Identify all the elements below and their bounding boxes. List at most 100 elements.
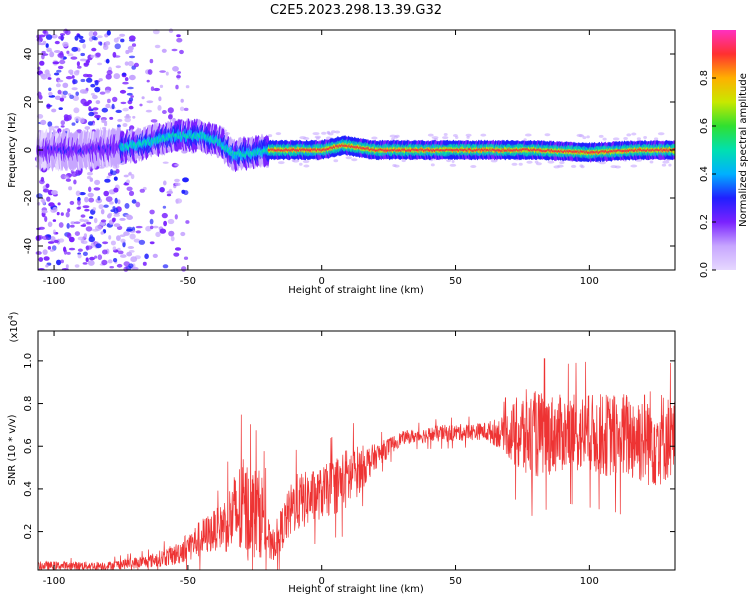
- spectrogram-cell: [63, 246, 67, 253]
- spectrogram-cell: [127, 60, 134, 67]
- spectrogram-cell: [114, 43, 121, 50]
- spectrogram-cell: [41, 50, 46, 54]
- spectrogram-cell: [94, 80, 99, 86]
- spectrogram-cell: [144, 253, 149, 260]
- spectrogram-cell: [83, 233, 87, 238]
- spectrogram-cell: [90, 83, 96, 88]
- spectrogram-cell: [108, 235, 112, 240]
- spectrogram-cell: [149, 209, 155, 215]
- spectrogram-cell: [127, 45, 134, 51]
- spectrogram-cell: [90, 92, 95, 96]
- spectrogram-cell: [80, 78, 86, 83]
- spectrogram-cell: [132, 115, 136, 119]
- spectrogram-cell: [104, 89, 111, 94]
- spectrogram-cell: [113, 176, 118, 181]
- spectrogram-cell: [41, 210, 48, 214]
- spectrogram-cell: [89, 216, 94, 219]
- spectrogram-cell: [299, 162, 303, 166]
- spectrogram-cell: [68, 69, 74, 74]
- spectrogram-cell: [586, 135, 590, 139]
- snr-y-tick-label: 0.8: [23, 396, 34, 412]
- spectrogram-cell: [50, 249, 54, 252]
- spectrogram-cell: [58, 222, 64, 228]
- spectrogram-cell: [80, 52, 85, 57]
- spectrogram-cell: [117, 118, 123, 122]
- spectrogram-cell: [275, 132, 282, 136]
- spectrogram-cell: [86, 221, 92, 225]
- spectrogram-cell: [116, 263, 123, 268]
- spectrogram-cell: [45, 183, 50, 189]
- spectrogram-cell: [182, 177, 189, 183]
- spectrogram-cell: [128, 97, 134, 102]
- spectrogram-cell: [110, 240, 116, 246]
- snr-y-tick-label: 0.6: [23, 438, 34, 454]
- spectrogram-cell: [149, 58, 154, 64]
- spectrogram-cell: [88, 31, 95, 37]
- spectrogram-cell: [74, 116, 81, 122]
- spectrogram-cell: [146, 79, 150, 83]
- spectrogram-cell: [668, 163, 672, 167]
- spectrogram-cell: [117, 247, 121, 251]
- spectrogram-cell: [183, 190, 189, 196]
- spectrogram-cell: [159, 228, 167, 234]
- spectrogram-cell: [176, 37, 183, 43]
- spectrogram-cell: [183, 107, 189, 111]
- spectrogram-cell: [124, 115, 132, 119]
- spectrogram-cell: [97, 196, 101, 201]
- spectrogram-cell: [101, 119, 106, 123]
- spectrogram-cell: [158, 96, 162, 102]
- spectrogram-cell: [87, 260, 95, 266]
- spectrogram-cell: [162, 205, 167, 209]
- spectrogram-cell: [117, 250, 124, 255]
- spectrogram-cell: [41, 53, 45, 60]
- spectrogram-cell: [179, 49, 184, 55]
- spectrogram-marks: [34, 28, 676, 273]
- spectrogram-cell: [106, 175, 111, 179]
- snr-scale-label: (x104): [7, 311, 20, 342]
- spectrogram-cell: [177, 71, 182, 74]
- spectrogram-cell: [334, 130, 341, 134]
- spectrogram-cell: [312, 132, 320, 136]
- colorbar-tick-label: 0.6: [699, 118, 710, 134]
- snr-background: [38, 331, 675, 570]
- spectrogram-cell: [166, 193, 172, 197]
- spectrogram-cell: [73, 179, 77, 185]
- spectrogram-cell: [149, 241, 155, 245]
- spectrogram-cell: [80, 238, 85, 244]
- spectrogram-cell: [95, 198, 103, 204]
- spectrogram-cell: [74, 221, 81, 224]
- spectrogram-cell: [69, 200, 75, 205]
- spectrogram-cell: [430, 163, 435, 167]
- spectrogram-cell: [97, 62, 103, 66]
- snr-series-line: [37, 358, 676, 571]
- spectrogram-cell: [124, 77, 129, 82]
- spectrogram-cell: [88, 236, 96, 243]
- spectrogram-cell: [649, 160, 654, 164]
- spectrogram-cell: [65, 178, 71, 182]
- spectrogram-cell: [131, 266, 139, 270]
- spectrogram-y-tick-label: -40: [23, 238, 34, 254]
- spectrogram-cell: [84, 101, 90, 106]
- snr-y-tick-label: 0.2: [23, 524, 34, 540]
- spectrogram-cell: [109, 116, 114, 120]
- spectrogram-cell: [107, 259, 113, 264]
- spectrogram-cell: [71, 46, 78, 52]
- spectrogram-cell: [74, 231, 80, 237]
- spectrogram-cell: [71, 87, 78, 91]
- spectrogram-cell: [82, 205, 90, 209]
- spectrogram-cell: [427, 133, 434, 137]
- spectrogram-cell: [47, 77, 52, 80]
- snr-x-tick-label: -50: [180, 576, 196, 587]
- colorbar: 0.0 0.2 0.4 0.6 0.8 Normalized spectral ampl…: [699, 30, 749, 278]
- spectrogram-cell: [60, 120, 65, 126]
- spectrogram-cell: [174, 247, 182, 251]
- spectrogram-cell: [40, 119, 47, 126]
- spectrogram-cell: [76, 206, 81, 210]
- snr-x-tick-label: 100: [580, 576, 599, 587]
- spectrogram-cell: [127, 246, 135, 249]
- spectrogram-x-tick-label: 0: [319, 276, 325, 287]
- spectrogram-cell: [451, 160, 455, 163]
- spectrogram-cell: [53, 50, 61, 53]
- spectrogram-cell: [133, 62, 139, 68]
- spectrogram-cell: [76, 61, 80, 67]
